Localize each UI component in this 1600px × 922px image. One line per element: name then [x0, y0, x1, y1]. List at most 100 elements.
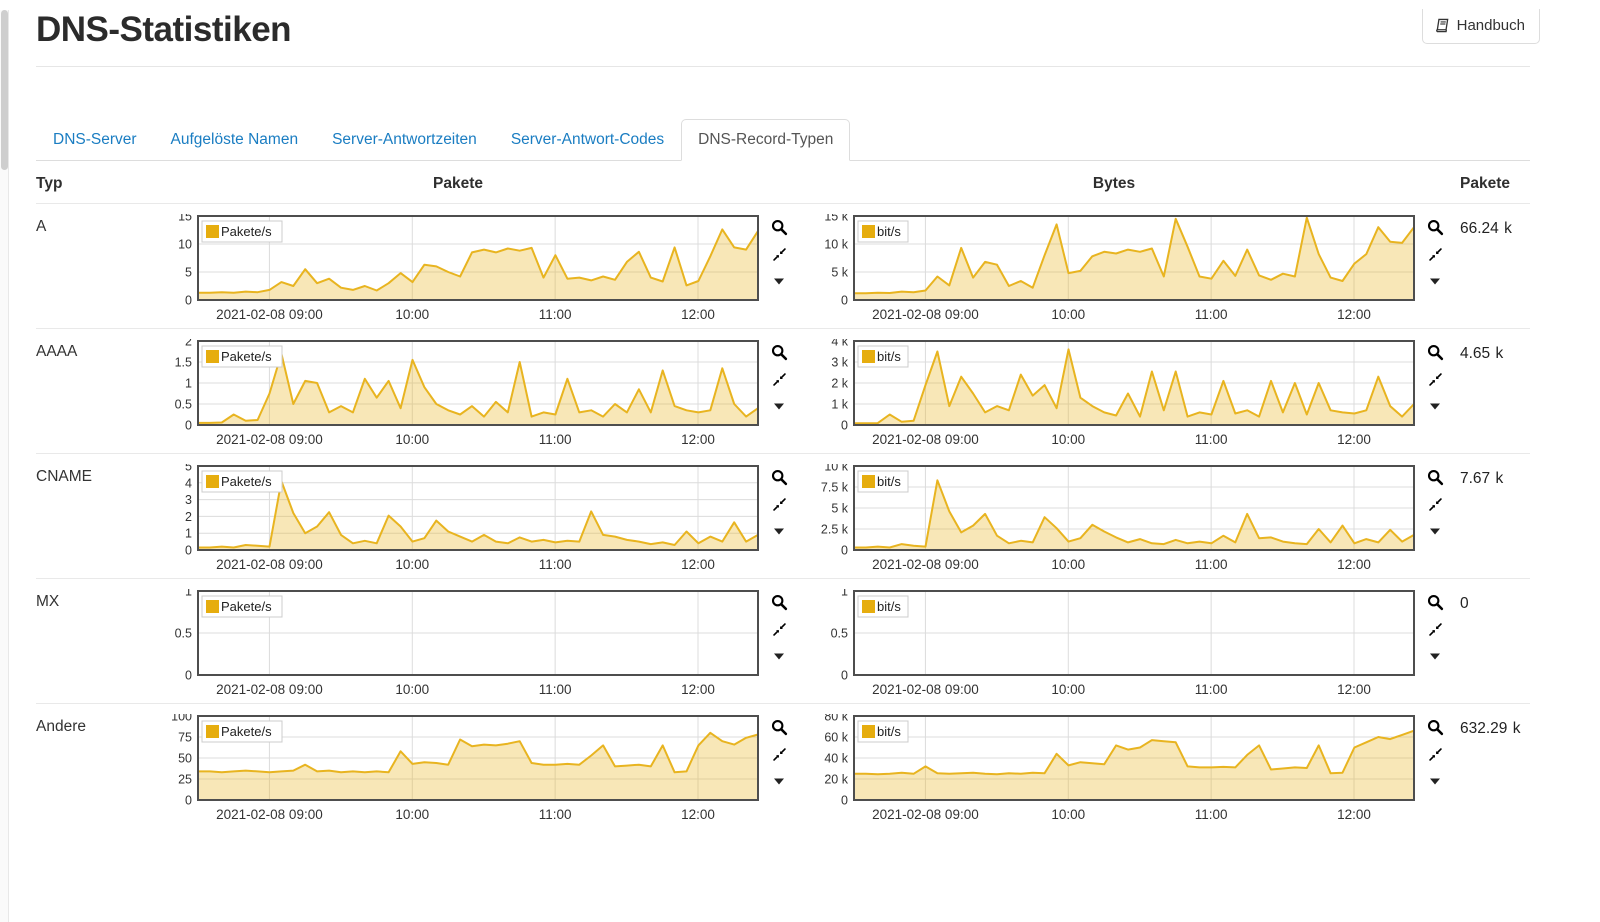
caret-down-icon[interactable] — [770, 397, 788, 415]
series-line — [198, 228, 759, 294]
legend-label: bit/s — [877, 224, 901, 239]
x-tick-label: 11:00 — [1195, 307, 1228, 322]
x-tick-label: 10:00 — [1051, 807, 1085, 822]
book-icon — [1435, 18, 1450, 33]
bytes-chart[interactable]: 2021-02-08 09:00 10:00 11:00 12:00 0 2.5 k 5 k… — [812, 460, 1416, 576]
x-tick-label: 10:00 — [395, 557, 429, 572]
compress-icon[interactable] — [770, 745, 788, 763]
title-divider — [36, 66, 1530, 67]
caret-down-icon[interactable] — [1426, 647, 1444, 665]
y-tick-label: 0 — [841, 669, 848, 683]
y-tick-label: 0 — [841, 294, 848, 308]
compress-icon[interactable] — [770, 495, 788, 513]
y-tick-label: 0 — [841, 794, 848, 808]
scrollbar-thumb[interactable] — [1, 10, 8, 170]
bytes-chart[interactable]: 2021-02-08 09:00 10:00 11:00 12:00 0 20 k 40 k… — [812, 710, 1416, 826]
legend-box — [201, 720, 283, 743]
compress-icon[interactable] — [1426, 245, 1444, 263]
y-tick-label: 0 — [185, 794, 192, 808]
compress-icon[interactable] — [770, 245, 788, 263]
legend-swatch — [862, 725, 875, 738]
magnifier-icon[interactable] — [770, 343, 788, 361]
y-tick-label: 75 — [178, 731, 192, 745]
magnifier-icon[interactable] — [1426, 218, 1444, 236]
magnifier-icon[interactable] — [1426, 468, 1444, 486]
series-line — [854, 479, 1415, 549]
magnifier-icon[interactable] — [1426, 718, 1444, 736]
packets-chart[interactable]: 2021-02-08 09:00 10:00 11:00 12:00 0 0.5 1 Pake… — [156, 585, 760, 701]
y-tick-label: 0 — [185, 419, 192, 433]
y-tick-label: 15 k — [824, 214, 848, 224]
bytes-chart[interactable]: 2021-02-08 09:00 10:00 11:00 12:00 0 5 k 10 k 1… — [812, 210, 1416, 326]
bytes-chart[interactable]: 2021-02-08 09:00 10:00 11:00 12:00 0 0.5 1 bit/… — [812, 585, 1416, 701]
caret-down-icon[interactable] — [770, 272, 788, 290]
packets-chart[interactable]: 2021-02-08 09:00 10:00 11:00 12:00 0 0.5 1 1.5 2… — [156, 335, 760, 451]
y-tick-label: 1 k — [831, 398, 848, 412]
record-type-label: AAAA — [36, 343, 78, 360]
magnifier-icon[interactable] — [1426, 343, 1444, 361]
y-tick-label: 3 — [185, 493, 192, 507]
table-header-row: Typ Pakete Bytes Pakete — [36, 161, 1530, 203]
x-tick-label: 2021-02-08 09:00 — [872, 807, 979, 822]
legend-label: Pakete/s — [221, 349, 272, 364]
x-tick-label: 10:00 — [1051, 307, 1085, 322]
y-tick-label: 5 k — [831, 502, 848, 516]
packets-chart[interactable]: 2021-02-08 09:00 10:00 11:00 12:00 0 1 2 3 4 5 Pak… — [156, 460, 760, 576]
compress-icon[interactable] — [1426, 745, 1444, 763]
table-row: CNAME 2021-02-08 09:00 10:00 11:00 12:00 0 1 2 3… — [36, 453, 1530, 578]
table-row: Andere 2021-02-08 09:00 10:00 11:00 12:00 0 25… — [36, 703, 1530, 828]
series-line — [854, 348, 1415, 425]
x-tick-label: 11:00 — [1195, 807, 1228, 822]
y-tick-label: 20 k — [824, 773, 848, 787]
plot-border — [853, 465, 1415, 551]
compress-icon[interactable] — [1426, 495, 1444, 513]
x-tick-label: 11:00 — [1195, 682, 1228, 697]
page-left-edge — [0, 10, 9, 922]
caret-down-icon[interactable] — [770, 772, 788, 790]
magnifier-icon[interactable] — [1426, 593, 1444, 611]
legend-swatch — [862, 350, 875, 363]
magnifier-icon[interactable] — [770, 593, 788, 611]
series-area — [854, 217, 1414, 300]
compress-icon[interactable] — [770, 370, 788, 388]
caret-down-icon[interactable] — [1426, 397, 1444, 415]
tab-bar: DNS-Server Aufgelöste Namen Server-Antwort… — [36, 119, 1530, 161]
y-tick-label: 0 — [841, 419, 848, 433]
y-tick-label: 10 k — [824, 464, 848, 474]
legend-label: Pakete/s — [221, 224, 272, 239]
legend-label: bit/s — [877, 599, 901, 614]
caret-down-icon[interactable] — [770, 647, 788, 665]
caret-down-icon[interactable] — [770, 522, 788, 540]
packets-total-value: 4.65 k — [1460, 345, 1504, 362]
legend-swatch — [206, 475, 219, 488]
y-tick-label: 40 k — [824, 752, 848, 766]
compress-icon[interactable] — [1426, 370, 1444, 388]
x-tick-label: 10:00 — [395, 807, 429, 822]
caret-down-icon[interactable] — [1426, 272, 1444, 290]
magnifier-icon[interactable] — [770, 468, 788, 486]
y-tick-label: 1 — [185, 589, 192, 599]
caret-down-icon[interactable] — [1426, 772, 1444, 790]
chart-controls — [760, 214, 812, 290]
chart-controls — [1416, 589, 1460, 665]
table-row: MX 2021-02-08 09:00 10:00 11:00 12:00 0 0.5 1 Pa… — [36, 578, 1530, 703]
compress-icon[interactable] — [1426, 620, 1444, 638]
caret-down-icon[interactable] — [1426, 522, 1444, 540]
bytes-chart[interactable]: 2021-02-08 09:00 10:00 11:00 12:00 0 1 k 2 k 3 … — [812, 335, 1416, 451]
packets-total-value: 66.24 k — [1460, 220, 1512, 237]
x-tick-label: 12:00 — [1337, 807, 1371, 822]
packets-chart[interactable]: 2021-02-08 09:00 10:00 11:00 12:00 0 5 10 15 Pak… — [156, 210, 760, 326]
plot-border — [853, 715, 1415, 801]
x-tick-label: 11:00 — [1195, 432, 1228, 447]
y-tick-label: 2 — [185, 339, 192, 349]
y-tick-label: 2 k — [831, 377, 848, 391]
x-tick-label: 12:00 — [1337, 307, 1371, 322]
packets-chart[interactable]: 2021-02-08 09:00 10:00 11:00 12:00 0 25 50 75 10… — [156, 710, 760, 826]
manual-button[interactable]: Handbuch — [1421, 9, 1540, 44]
legend-label: Pakete/s — [221, 599, 272, 614]
magnifier-icon[interactable] — [770, 218, 788, 236]
magnifier-icon[interactable] — [770, 718, 788, 736]
compress-icon[interactable] — [770, 620, 788, 638]
y-tick-label: 0.5 — [175, 398, 192, 412]
y-tick-label: 1 — [841, 589, 848, 599]
